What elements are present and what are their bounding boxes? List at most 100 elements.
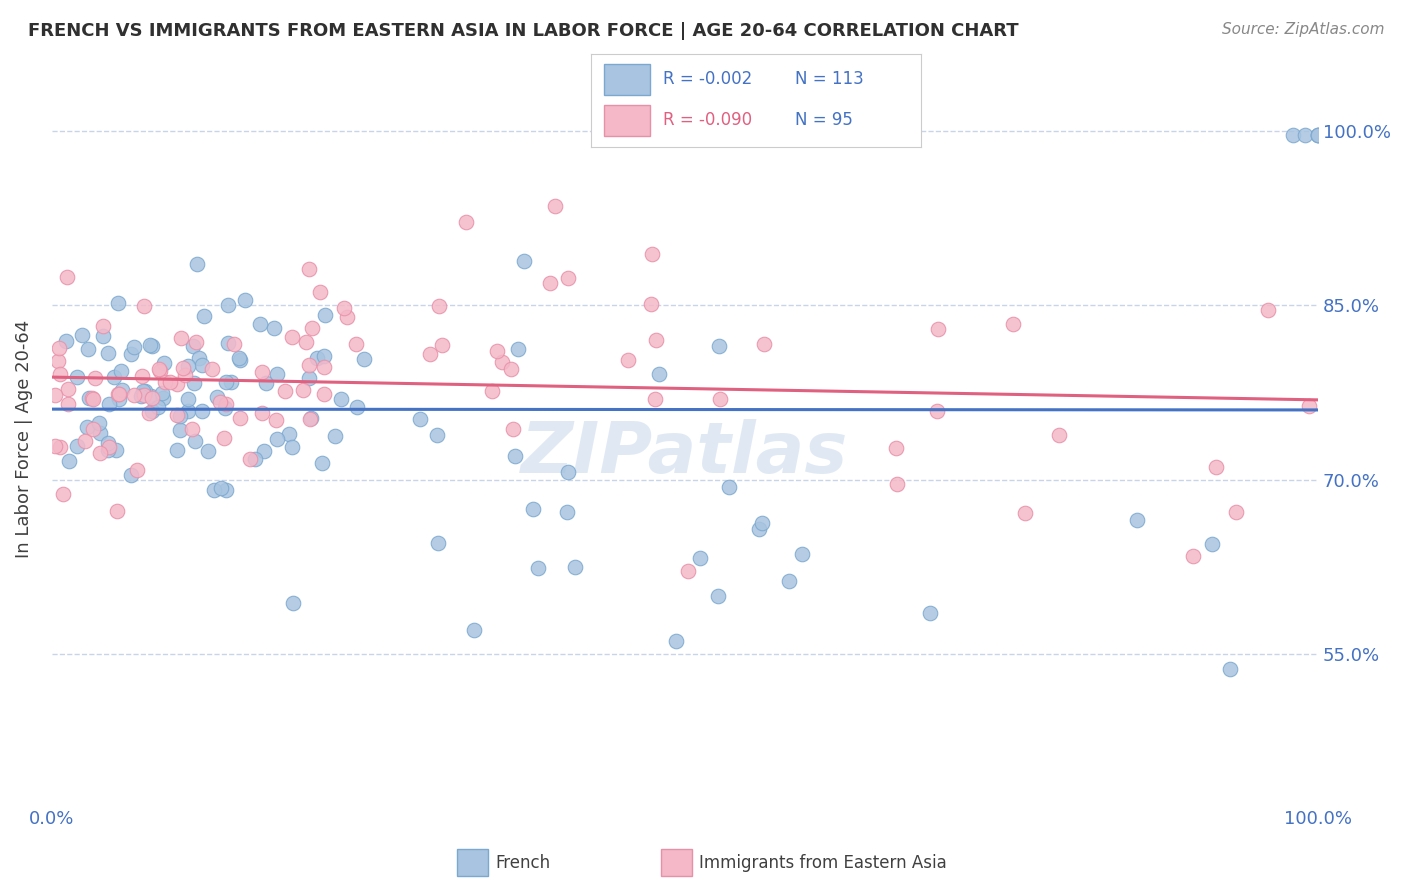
Point (751, 516, 773, 531)
Point (1219, 662, 1241, 676)
Point (134, 387, 156, 401)
Point (148, 400, 170, 414)
Point (233, 293, 256, 307)
Point (224, 337, 246, 351)
Point (79, 392, 101, 406)
Point (77, 343, 100, 357)
Point (332, 301, 354, 315)
Point (254, 376, 277, 391)
Point (273, 384, 295, 398)
Point (82, 392, 104, 407)
Point (190, 358, 212, 372)
Point (640, 297, 662, 311)
Point (132, 384, 155, 399)
Point (177, 392, 200, 406)
Point (215, 375, 238, 389)
Point (89, 416, 111, 430)
Text: Source: ZipAtlas.com: Source: ZipAtlas.com (1222, 22, 1385, 37)
Point (664, 634, 686, 648)
Point (486, 344, 509, 359)
Point (56, 383, 79, 397)
Point (139, 337, 162, 351)
Point (252, 443, 274, 458)
Point (214, 431, 236, 445)
Point (120, 347, 142, 361)
Point (97, 436, 120, 450)
Point (513, 254, 536, 268)
Point (1281, 128, 1303, 142)
Point (89, 426, 111, 441)
Point (427, 299, 450, 313)
Point (134, 384, 156, 399)
Point (177, 403, 200, 417)
Point (1002, 317, 1025, 331)
Point (208, 394, 231, 409)
Point (499, 362, 522, 376)
Point (148, 362, 170, 376)
Point (301, 321, 323, 335)
Point (884, 441, 907, 455)
Point (107, 387, 129, 401)
Point (141, 404, 163, 418)
Point (243, 452, 266, 467)
Point (278, 426, 301, 441)
Point (188, 351, 211, 365)
Point (263, 320, 285, 334)
Point (217, 336, 239, 351)
Point (454, 215, 477, 229)
Point (709, 392, 731, 406)
Point (110, 364, 132, 378)
Point (249, 317, 271, 331)
Text: ZIPatlas: ZIPatlas (522, 419, 849, 488)
Point (506, 342, 529, 356)
Point (215, 483, 238, 497)
Point (229, 410, 252, 425)
Point (314, 308, 336, 322)
Point (49, 367, 72, 381)
Point (98, 440, 121, 454)
Point (176, 359, 198, 373)
Point (80, 391, 103, 405)
Point (503, 450, 526, 464)
Point (49, 440, 72, 454)
Point (1182, 549, 1205, 564)
Point (202, 483, 225, 498)
Point (502, 422, 524, 436)
Point (346, 400, 368, 414)
Point (707, 590, 730, 604)
Point (752, 337, 775, 351)
Point (1047, 428, 1070, 442)
Point (169, 409, 191, 423)
Point (648, 367, 671, 381)
Point (1201, 537, 1223, 551)
Point (886, 477, 908, 491)
Point (183, 434, 205, 448)
Point (84, 371, 107, 385)
Point (97, 442, 120, 457)
Point (122, 388, 145, 402)
Point (150, 385, 173, 400)
Point (184, 335, 207, 350)
Point (644, 392, 666, 407)
Point (1126, 513, 1149, 527)
Point (172, 361, 194, 376)
Point (111, 383, 134, 397)
Point (91, 318, 114, 333)
Point (564, 559, 586, 574)
Point (228, 351, 250, 365)
Point (89, 445, 111, 459)
Text: FRENCH VS IMMIGRANTS FROM EASTERN ASIA IN LABOR FORCE | AGE 20-64 CORRELATION CH: FRENCH VS IMMIGRANTS FROM EASTERN ASIA I… (28, 22, 1019, 40)
Text: N = 95: N = 95 (796, 112, 853, 129)
Point (197, 443, 219, 458)
Point (131, 369, 153, 384)
Point (1205, 459, 1227, 474)
Point (298, 358, 321, 372)
Point (299, 411, 322, 425)
Point (82, 422, 104, 436)
Point (540, 276, 562, 290)
Point (239, 452, 262, 467)
Point (927, 322, 949, 336)
Point (58, 454, 80, 468)
Point (925, 404, 948, 418)
Point (1308, 128, 1330, 142)
